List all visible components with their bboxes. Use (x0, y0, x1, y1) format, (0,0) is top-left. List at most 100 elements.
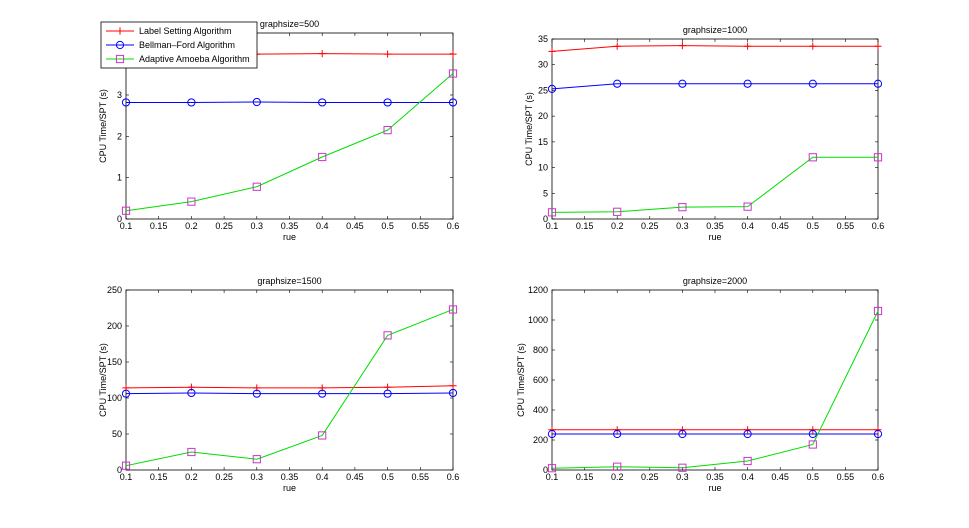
data-point (547, 208, 557, 217)
x-tick-label: 0.6 (872, 221, 885, 231)
data-point (318, 50, 326, 58)
y-tick-label: 25 (538, 85, 548, 95)
y-tick-label: 0 (543, 465, 548, 475)
x-tick-label: 0.15 (576, 221, 594, 231)
plot-area (125, 289, 454, 471)
data-point (383, 126, 392, 135)
data-point (449, 50, 457, 58)
subplot-title: graphsize=1000 (683, 25, 747, 35)
data-point (547, 84, 557, 93)
data-point (318, 98, 327, 107)
x-tick-label: 0.3 (251, 472, 264, 482)
y-axis-label: CPU Time/SPT (s) (98, 343, 108, 417)
legend: Label Setting Algorithm Bellman–Ford Algo… (100, 21, 258, 69)
y-tick-label: 10 (538, 163, 548, 173)
data-point (808, 153, 817, 162)
legend-entry: Label Setting Algorithm (106, 26, 232, 36)
y-tick-label: 0 (543, 214, 548, 224)
x-tick-label: 0.35 (281, 221, 299, 231)
data-point (318, 152, 327, 162)
x-tick-label: 0.5 (807, 221, 820, 231)
data-point (678, 203, 687, 212)
series-line (125, 73, 454, 212)
data-point (448, 69, 458, 78)
data-point (874, 426, 882, 434)
data-point (678, 42, 686, 50)
data-point (613, 42, 621, 50)
series-line (551, 156, 878, 213)
data-point (547, 429, 557, 439)
y-tick-label: 30 (538, 60, 548, 70)
data-point (743, 456, 752, 466)
y-tick-label: 150 (107, 357, 122, 367)
y-tick-label: 5 (543, 188, 548, 198)
x-tick-label: 0.6 (447, 472, 460, 482)
x-tick-label: 0.25 (641, 221, 659, 231)
data-point (678, 429, 687, 439)
legend-entry: Adaptive Amoeba Algorithm (106, 54, 250, 64)
x-tick-label: 0.1 (546, 472, 559, 482)
data-point (547, 464, 557, 473)
subplot-title: graphsize=2000 (683, 276, 747, 286)
x-tick-label: 0.55 (412, 472, 430, 482)
x-tick-label: 0.1 (120, 221, 133, 231)
data-point (448, 98, 458, 107)
data-point (808, 440, 817, 449)
series-line (551, 310, 879, 469)
x-tick-label: 0.25 (641, 472, 659, 482)
data-point (318, 431, 327, 440)
series-3 (121, 305, 458, 470)
x-tick-label: 0.2 (611, 221, 624, 231)
y-tick-label: 35 (538, 34, 548, 44)
data-point (252, 182, 261, 191)
data-point (743, 79, 752, 88)
series-2 (121, 388, 458, 398)
data-point (808, 79, 817, 88)
data-point (187, 98, 196, 107)
x-tick-label: 0.35 (706, 472, 724, 482)
y-tick-label: 250 (107, 285, 122, 295)
plot-area (551, 289, 879, 471)
series-3 (547, 306, 883, 473)
y-axis-label: CPU Time/SPT (s) (524, 92, 534, 166)
x-tick-label: 0.35 (706, 221, 724, 231)
x-tick-label: 0.45 (346, 472, 364, 482)
data-point (448, 388, 458, 398)
data-point (383, 98, 392, 107)
series-line (125, 392, 454, 395)
y-tick-label: 800 (533, 345, 548, 355)
x-tick-label: 0.15 (150, 472, 168, 482)
data-point (448, 305, 458, 314)
data-point (383, 331, 392, 340)
series-3 (547, 153, 883, 217)
y-tick-label: 1200 (528, 285, 548, 295)
x-tick-label: 0.6 (447, 221, 460, 231)
data-point (678, 426, 686, 434)
subplot-4: 0.1 0.15 0.2 0.25 0.3 0.35 0.4 0.45 0.5 0.55 0.6 0 2… (516, 276, 884, 493)
plot-area (551, 38, 879, 220)
data-point (744, 426, 752, 434)
data-point (873, 153, 883, 162)
series-line (125, 385, 454, 389)
x-tick-label: 0.55 (837, 472, 855, 482)
y-tick-label: 1000 (528, 315, 548, 325)
x-tick-label: 0.25 (215, 472, 233, 482)
legend-marker (115, 40, 125, 50)
legend-label: Label Setting Algorithm (139, 26, 232, 36)
y-tick-label: 400 (533, 405, 548, 415)
x-tick-label: 0.25 (215, 221, 233, 231)
y-tick-label: 15 (538, 137, 548, 147)
x-tick-label: 0.45 (771, 221, 789, 231)
data-point (809, 426, 817, 434)
y-tick-label: 200 (533, 435, 548, 445)
x-tick-label: 0.4 (316, 221, 329, 231)
data-point (187, 197, 196, 206)
x-tick-label: 0.6 (872, 472, 885, 482)
x-tick-label: 0.2 (185, 472, 198, 482)
y-axis-label: CPU Time/SPT (s) (516, 343, 526, 417)
y-tick-label: 0 (117, 465, 122, 475)
subplot-2: 0.1 0.15 0.2 0.25 0.3 0.35 0.4 0.45 0.5 0.55 0.6 0 5… (524, 25, 884, 242)
data-point (873, 306, 883, 316)
data-point (873, 429, 883, 439)
